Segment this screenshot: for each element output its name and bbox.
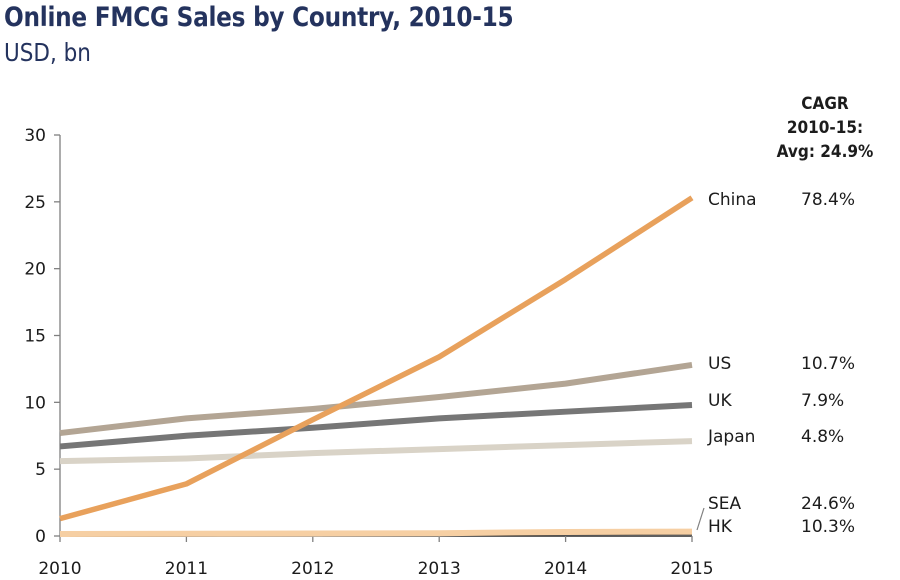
y-tick-label: 0 bbox=[35, 527, 46, 547]
series-line-china bbox=[59, 195, 694, 522]
series-label-hk: HK bbox=[708, 517, 733, 537]
chart-subtitle: USD, bn bbox=[4, 38, 91, 67]
cagr-header: CAGR 2010-15: Avg: 24.9% bbox=[767, 92, 884, 164]
series-label-uk: UK bbox=[708, 391, 732, 411]
series-labels: China 78.4% US 10.7% UK 7.9% Japan 4.8% SEA 24.6%… bbox=[696, 190, 855, 537]
x-tick-label: 2014 bbox=[544, 559, 587, 579]
leader-line bbox=[696, 507, 705, 531]
series-line-hk bbox=[59, 528, 693, 537]
cagr-header-line2: 2010-15: bbox=[786, 118, 864, 138]
series-label-japan: Japan bbox=[707, 427, 755, 447]
y-tick-label: 10 bbox=[24, 393, 46, 413]
y-tick-label: 25 bbox=[24, 193, 46, 213]
x-tick-label: 2013 bbox=[418, 559, 461, 579]
axes: 0 5 10 15 20 25 30 2010 2011 2012 2013 2014 2015 bbox=[24, 126, 713, 579]
cagr-value-us: 10.7% bbox=[801, 354, 855, 374]
x-tick-label: 2015 bbox=[670, 559, 713, 579]
cagr-header-line1: CAGR bbox=[801, 94, 849, 114]
x-tick-label: 2011 bbox=[165, 559, 208, 579]
series-label-sea: SEA bbox=[708, 494, 742, 514]
x-tick-label: 2010 bbox=[38, 559, 81, 579]
y-tick-label: 20 bbox=[24, 260, 46, 280]
series-lines bbox=[59, 195, 694, 537]
cagr-value-uk: 7.9% bbox=[801, 391, 844, 411]
series-label-us: US bbox=[708, 354, 731, 374]
series-line-us bbox=[59, 361, 693, 437]
series-label-china: China bbox=[708, 190, 757, 210]
y-tick-label: 15 bbox=[24, 327, 46, 347]
x-tick-label: 2012 bbox=[291, 559, 334, 579]
chart-title: Online FMCG Sales by Country, 2010-15 bbox=[4, 2, 514, 33]
cagr-value-sea: 24.6% bbox=[801, 494, 855, 514]
y-tick-label: 30 bbox=[24, 126, 46, 146]
cagr-value-china: 78.4% bbox=[801, 190, 855, 210]
y-tick-label: 5 bbox=[35, 460, 46, 480]
series-line-japan bbox=[59, 438, 693, 465]
cagr-value-japan: 4.8% bbox=[801, 427, 844, 447]
cagr-value-hk: 10.3% bbox=[801, 517, 855, 537]
series-line-uk bbox=[59, 402, 693, 450]
cagr-header-line3: Avg: 24.9% bbox=[776, 142, 874, 162]
